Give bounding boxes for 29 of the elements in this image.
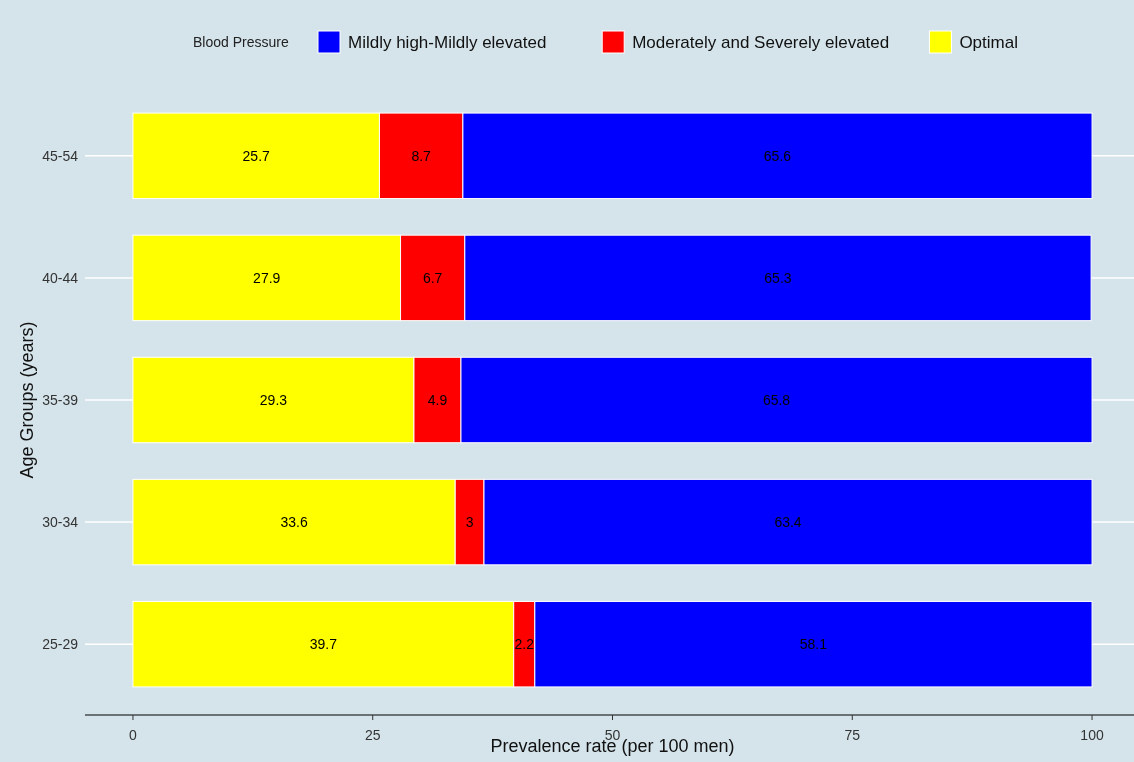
legend-label: Mildly high-Mildly elevated xyxy=(348,32,547,52)
data-label: 39.7 xyxy=(309,636,338,653)
y-tick-label: 30-34 xyxy=(42,513,79,530)
data-label: 3 xyxy=(465,513,474,530)
x-tick-label: 100 xyxy=(1080,726,1104,743)
data-label: 29.3 xyxy=(259,391,288,408)
data-label: 25.7 xyxy=(242,147,271,164)
data-label: 27.9 xyxy=(253,269,281,286)
data-label: 6.7 xyxy=(422,269,443,286)
data-label: 8.7 xyxy=(411,147,432,164)
data-label: 4.9 xyxy=(427,391,448,408)
data-label: 63.4 xyxy=(774,513,802,530)
x-tick-label: 0 xyxy=(129,726,138,743)
x-tick-label: 75 xyxy=(844,726,861,743)
legend-label: Optimal xyxy=(959,32,1018,52)
y-axis-title: Age Groups (years) xyxy=(17,321,37,479)
data-label: 65.6 xyxy=(763,147,792,164)
data-label: 65.8 xyxy=(762,391,791,408)
y-tick-label: 25-29 xyxy=(42,636,79,653)
y-tick-label: 40-44 xyxy=(42,269,79,286)
x-tick-label: 25 xyxy=(364,726,381,743)
data-label: 58.1 xyxy=(799,636,828,653)
y-tick-label: 45-54 xyxy=(42,147,79,164)
data-label: 2.2 xyxy=(514,636,535,653)
legend-title: Blood Pressure xyxy=(193,33,289,50)
legend-label: Moderately and Severely elevated xyxy=(632,32,890,52)
data-label: 65.3 xyxy=(764,269,792,286)
y-tick-label: 35-39 xyxy=(42,391,79,408)
data-label: 33.6 xyxy=(280,513,308,530)
